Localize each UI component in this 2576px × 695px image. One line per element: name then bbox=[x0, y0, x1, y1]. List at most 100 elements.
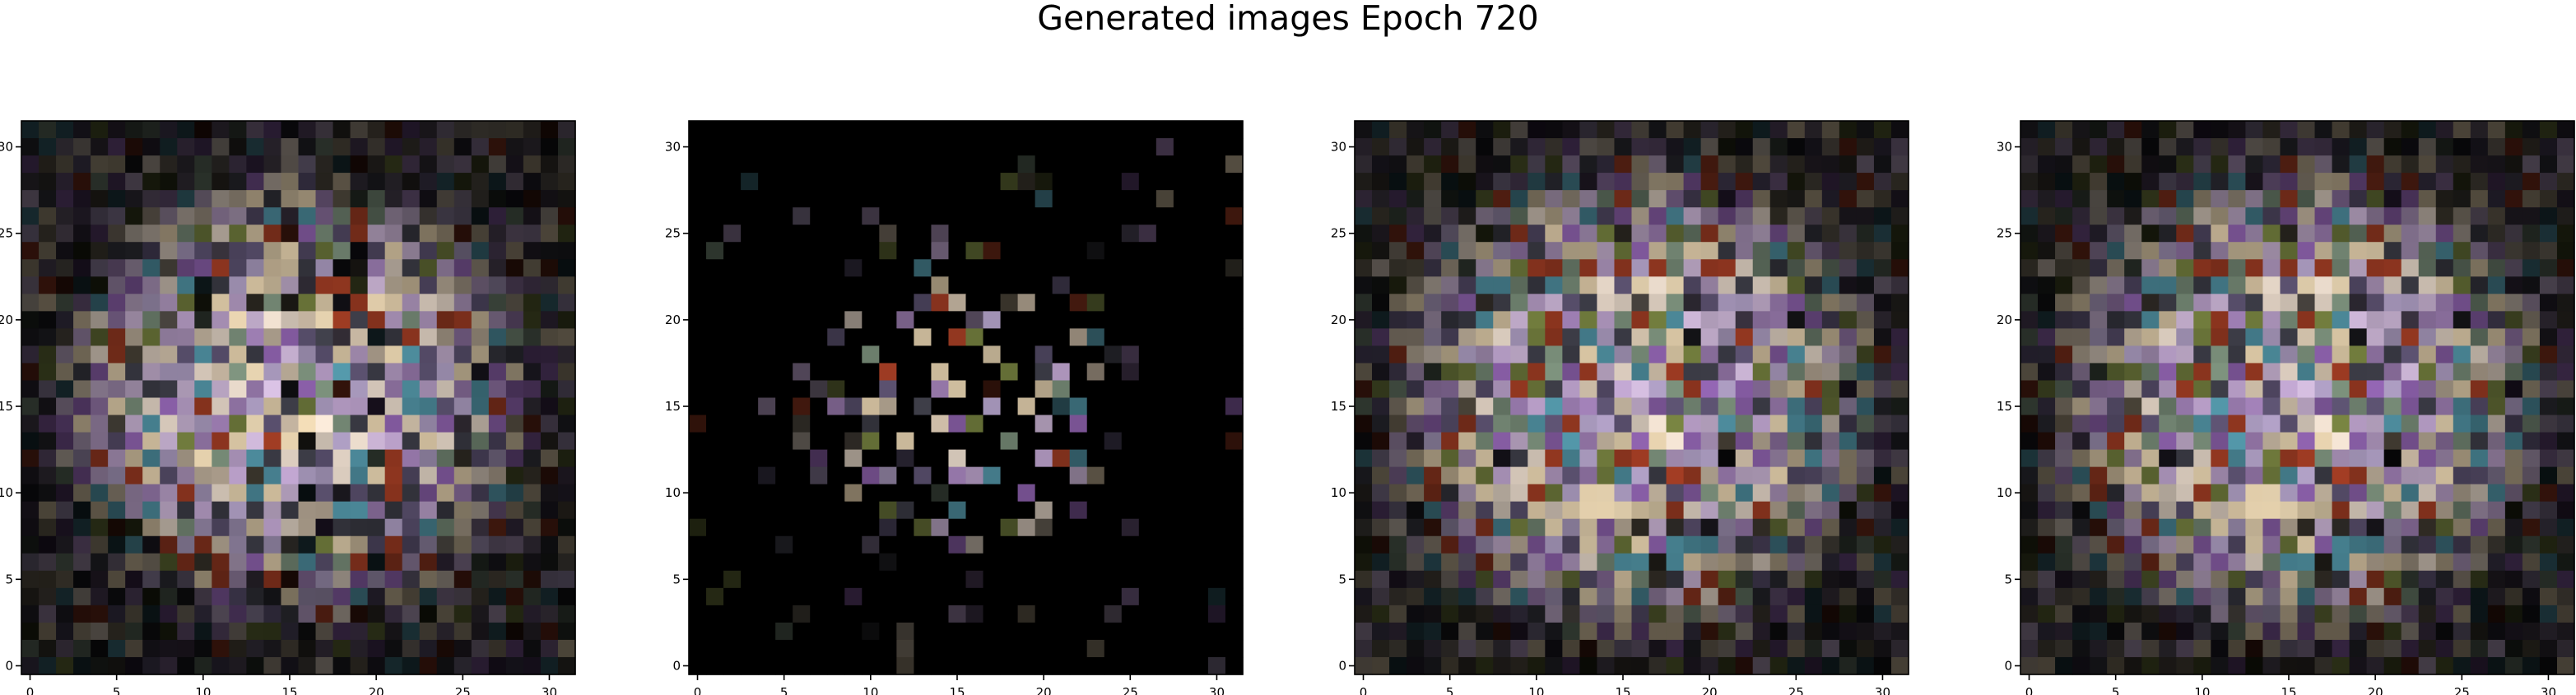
image-pixel bbox=[2314, 484, 2333, 503]
image-pixel bbox=[1700, 605, 1719, 623]
image-pixel bbox=[2038, 276, 2056, 294]
image-pixel bbox=[2297, 605, 2316, 623]
image-pixel bbox=[1856, 397, 1875, 416]
image-pixel bbox=[21, 380, 40, 399]
image-pixel bbox=[419, 345, 438, 364]
image-pixel bbox=[315, 553, 334, 572]
image-pixel bbox=[488, 397, 507, 416]
image-pixel bbox=[557, 363, 576, 382]
image-pixel bbox=[775, 553, 793, 572]
image-pixel bbox=[488, 207, 507, 225]
image-pixel bbox=[1138, 259, 1157, 277]
image-pixel bbox=[1856, 622, 1875, 641]
image-pixel bbox=[1735, 605, 1754, 623]
image-pixel bbox=[879, 449, 897, 468]
image-pixel bbox=[1035, 415, 1053, 433]
image-pixel bbox=[2038, 501, 2056, 520]
image-pixel bbox=[2072, 225, 2090, 243]
image-pixel bbox=[2124, 380, 2142, 399]
image-pixel bbox=[931, 415, 950, 433]
image-pixel bbox=[73, 415, 91, 433]
image-pixel bbox=[281, 259, 300, 277]
image-pixel bbox=[229, 432, 248, 451]
image-pixel bbox=[1614, 380, 1633, 399]
image-pixel bbox=[2556, 587, 2575, 606]
image-pixel bbox=[1700, 121, 1719, 139]
image-pixel bbox=[2504, 605, 2523, 623]
image-pixel bbox=[488, 466, 507, 485]
image-pixel bbox=[1155, 605, 1174, 623]
image-pixel bbox=[2522, 587, 2541, 606]
image-pixel bbox=[2435, 363, 2454, 382]
image-pixel bbox=[1890, 639, 1909, 658]
image-pixel bbox=[1493, 276, 1511, 294]
image-pixel bbox=[2349, 501, 2368, 520]
image-pixel bbox=[1207, 535, 1226, 554]
image-pixel bbox=[1562, 345, 1581, 364]
image-pixel bbox=[1069, 449, 1088, 468]
image-pixel bbox=[948, 259, 967, 277]
image-pixel bbox=[2159, 656, 2177, 675]
image-pixel bbox=[965, 466, 984, 485]
image-pixel bbox=[1173, 449, 1192, 468]
image-pixel bbox=[2522, 484, 2541, 503]
image-pixel bbox=[1190, 121, 1209, 139]
image-pixel bbox=[2487, 535, 2506, 554]
image-pixel bbox=[2245, 190, 2264, 208]
image-pixel bbox=[879, 656, 897, 675]
image-pixel bbox=[1424, 242, 1442, 260]
image-pixel bbox=[212, 294, 230, 312]
image-pixel bbox=[2245, 345, 2264, 364]
image-pixel bbox=[419, 242, 438, 260]
image-pixel bbox=[1355, 518, 1373, 537]
image-pixel bbox=[1821, 207, 1840, 225]
image-pixel bbox=[2193, 380, 2211, 399]
image-pixel bbox=[1631, 328, 1650, 347]
image-pixel bbox=[1527, 466, 1546, 485]
image-pixel bbox=[1000, 397, 1019, 416]
image-pixel bbox=[793, 397, 811, 416]
image-pixel bbox=[402, 207, 421, 225]
image-pixel bbox=[775, 501, 793, 520]
image-pixel bbox=[298, 656, 317, 675]
image-pixel bbox=[1787, 484, 1806, 503]
image-pixel bbox=[1155, 138, 1174, 156]
image-pixel bbox=[775, 535, 793, 554]
image-pixel bbox=[1510, 535, 1528, 554]
image-pixel bbox=[2556, 605, 2575, 623]
image-pixel bbox=[914, 605, 932, 623]
image-pixel bbox=[229, 380, 248, 399]
image-pixel bbox=[1718, 173, 1737, 191]
image-pixel bbox=[1804, 449, 1823, 468]
image-pixel bbox=[1856, 173, 1875, 191]
image-pixel bbox=[505, 259, 524, 277]
image-pixel bbox=[775, 138, 793, 156]
image-pixel bbox=[844, 587, 863, 606]
image-pixel bbox=[758, 155, 776, 174]
image-pixel bbox=[1873, 345, 1892, 364]
image-pixel bbox=[453, 259, 472, 277]
image-pixel bbox=[91, 294, 109, 312]
image-pixel bbox=[246, 415, 265, 433]
image-pixel bbox=[540, 121, 559, 139]
image-pixel bbox=[2297, 415, 2316, 433]
image-pixel bbox=[1355, 553, 1373, 572]
image-pixel bbox=[2055, 432, 2073, 451]
image-pixel bbox=[2314, 190, 2333, 208]
image-pixel bbox=[775, 311, 793, 329]
image-pixel bbox=[488, 622, 507, 641]
image-pixel bbox=[1138, 242, 1157, 260]
image-pixel bbox=[125, 570, 143, 589]
image-pixel bbox=[1476, 518, 1494, 537]
image-pixel bbox=[471, 207, 490, 225]
image-pixel bbox=[2072, 639, 2090, 658]
image-pixel bbox=[1839, 432, 1858, 451]
image-pixel bbox=[315, 190, 334, 208]
image-pixel bbox=[1735, 639, 1754, 658]
image-pixel bbox=[827, 553, 845, 572]
image-pixel bbox=[1389, 656, 1407, 675]
image-pixel bbox=[2228, 656, 2247, 675]
image-pixel bbox=[1190, 622, 1209, 641]
image-pixel bbox=[453, 622, 472, 641]
image-pixel bbox=[453, 415, 472, 433]
